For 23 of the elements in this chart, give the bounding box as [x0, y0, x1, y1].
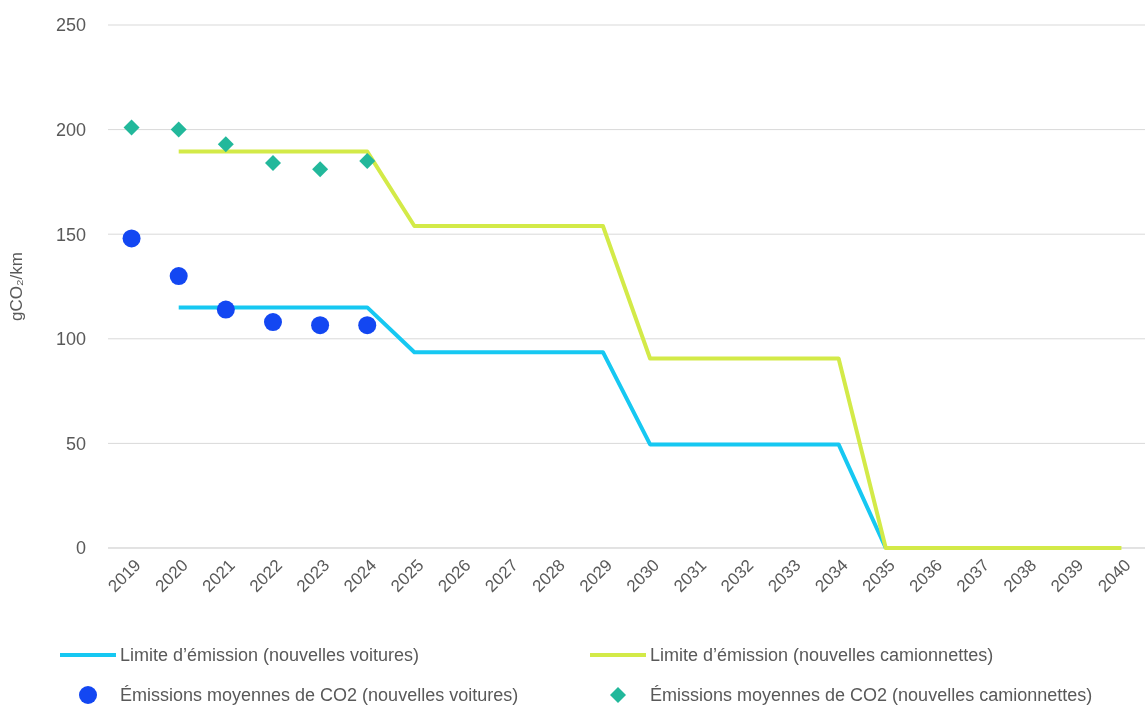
point	[263, 313, 282, 332]
y-axis-title: gCO₂/km	[7, 252, 26, 321]
legend-label: Émissions moyennes de CO2 (nouvelles camionnettes)	[650, 685, 1093, 706]
y-tick-label: 0	[75, 538, 86, 559]
point	[217, 136, 234, 153]
point	[216, 300, 235, 319]
point	[169, 267, 188, 286]
point	[264, 155, 281, 172]
y-tick-label: 200	[55, 119, 86, 140]
point	[359, 152, 376, 169]
legend-label: Émissions moyennes de CO2 (nouvelles voitures)	[120, 685, 519, 706]
point	[170, 121, 187, 138]
y-tick-label: 100	[55, 329, 86, 350]
y-tick-label: 50	[65, 433, 86, 454]
legend-label: Limite d’émission (nouvelles voitures)	[120, 645, 420, 666]
y-tick-label: 250	[55, 15, 86, 36]
point	[122, 229, 141, 248]
legend-label: Limite d’émission (nouvelles camionnettes)	[650, 645, 994, 666]
point	[311, 316, 330, 335]
y-tick-label: 150	[55, 224, 86, 245]
point	[312, 161, 329, 178]
point	[123, 119, 140, 136]
point	[358, 316, 377, 335]
